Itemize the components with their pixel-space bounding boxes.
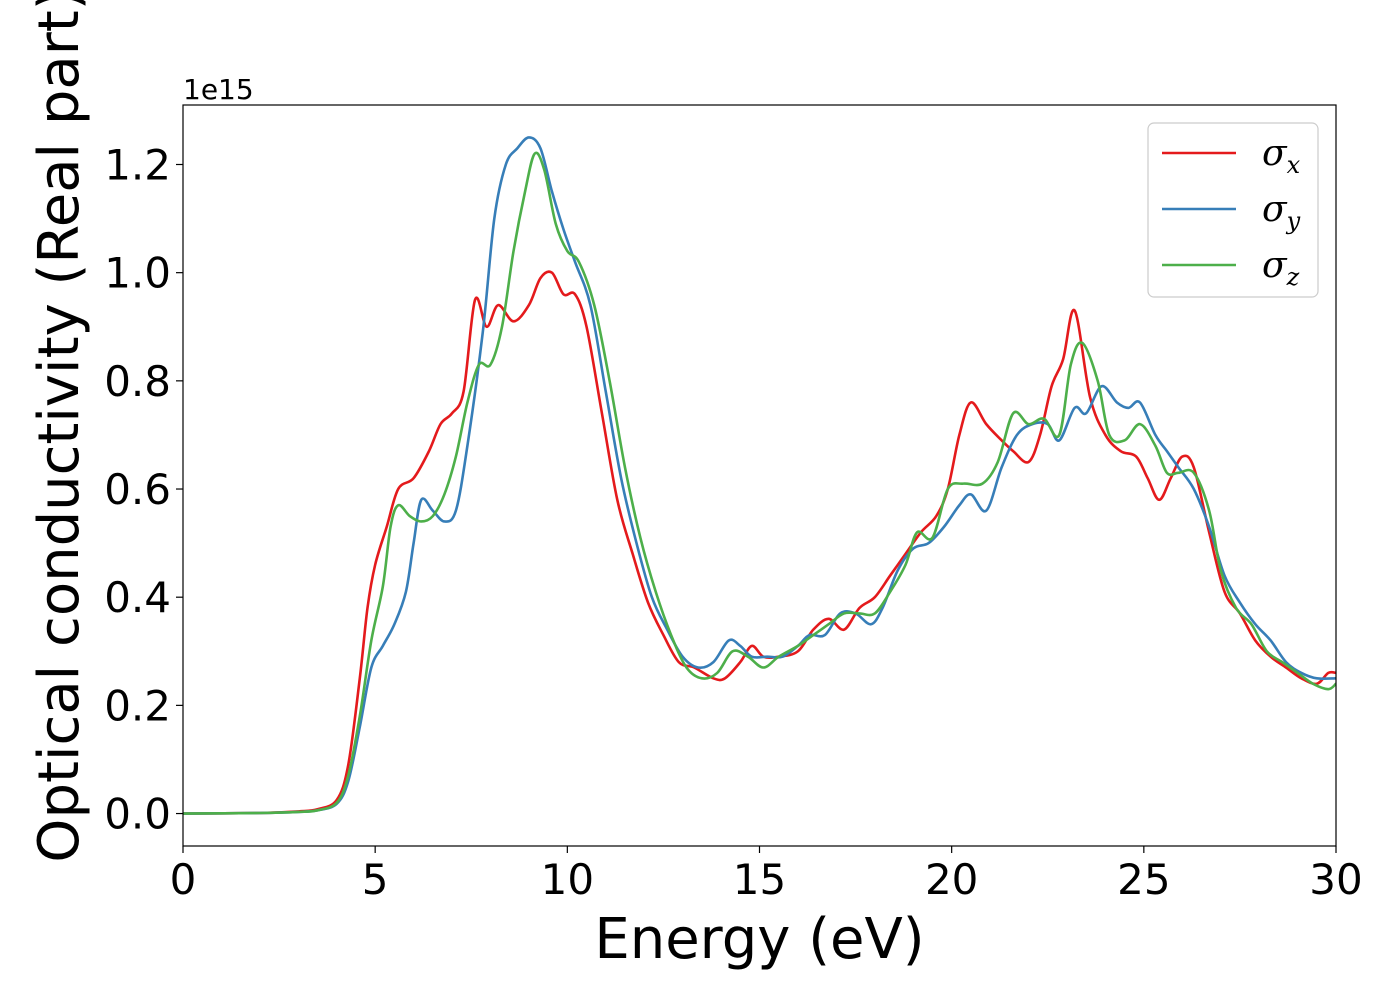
series-line-y	[183, 136, 1336, 815]
legend-label-z: σz	[1262, 245, 1300, 291]
y-offset-label: 1e15	[183, 73, 254, 106]
legend-symbol: σ	[1262, 245, 1288, 286]
legend-subscript: y	[1286, 207, 1301, 235]
y-tick-label: 0.6	[104, 465, 171, 514]
y-tick-label: 0.4	[104, 573, 171, 622]
legend-symbol: σ	[1262, 189, 1288, 230]
x-tick-label: 10	[541, 855, 594, 904]
y-tick-label: 1.0	[104, 249, 171, 298]
x-axis: 0 5 10 15 20 25 30	[170, 846, 1363, 904]
series-layer	[183, 136, 1336, 815]
y-tick-label: 1.2	[104, 140, 171, 189]
y-axis-title: Optical conductivity (Real part)	[27, 0, 92, 863]
legend-label-x: σx	[1262, 133, 1301, 179]
y-axis: 0.0 0.2 0.4 0.6 0.8 1.0 1.2	[104, 140, 183, 839]
x-tick-label: 20	[925, 855, 978, 904]
legend-label-y: σy	[1262, 189, 1301, 235]
x-tick-label: 5	[362, 855, 389, 904]
legend-subscript: x	[1287, 151, 1301, 179]
series-line-x	[183, 270, 1336, 815]
legend-symbol: σ	[1262, 133, 1288, 174]
x-tick-label: 15	[733, 855, 786, 904]
x-tick-label: 25	[1117, 855, 1170, 904]
y-tick-label: 0.2	[104, 681, 171, 730]
x-tick-label: 30	[1309, 855, 1362, 904]
legend-subscript: z	[1286, 263, 1300, 291]
x-axis-title: Energy (eV)	[594, 907, 924, 972]
series-line-z	[183, 151, 1336, 815]
y-tick-label: 0.0	[104, 790, 171, 839]
y-tick-label: 0.8	[104, 357, 171, 406]
x-tick-label: 0	[170, 855, 197, 904]
